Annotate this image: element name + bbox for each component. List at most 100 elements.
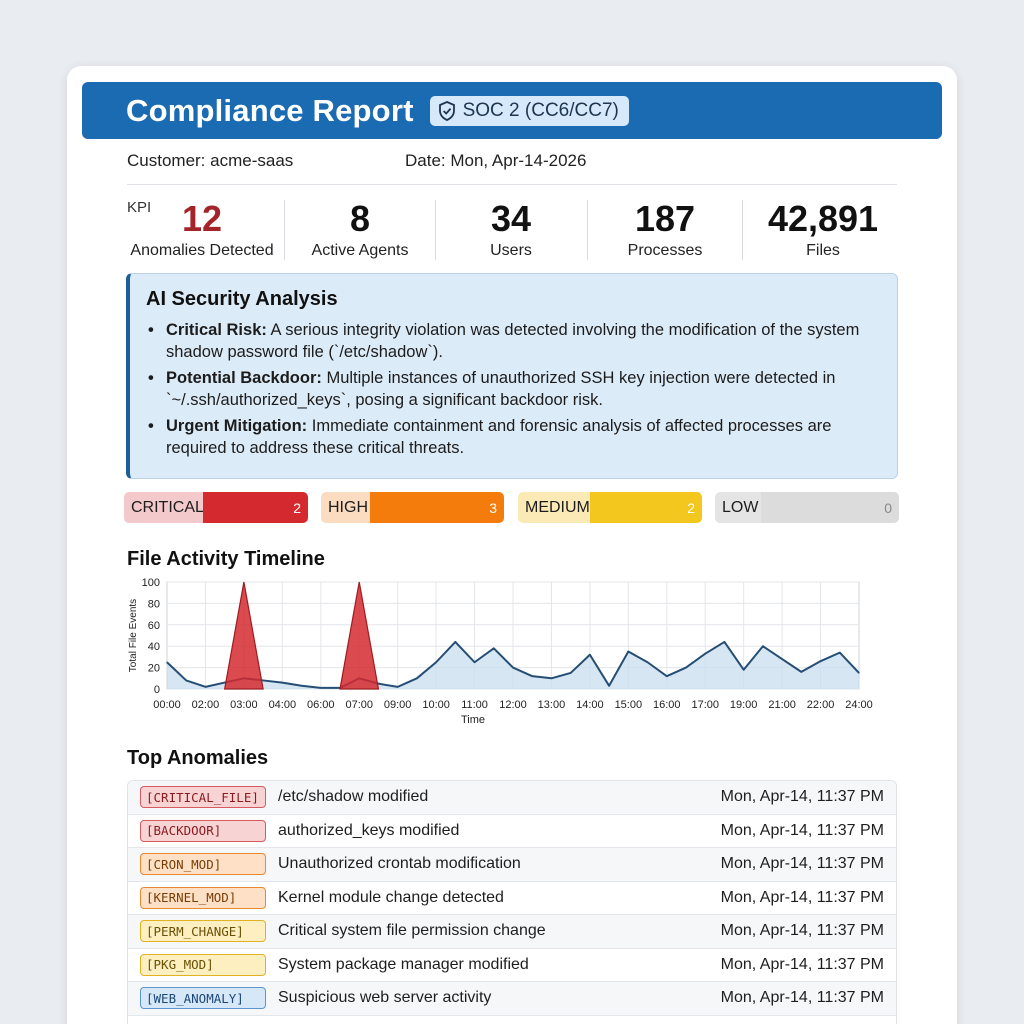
- y-tick-label: 100: [142, 577, 160, 589]
- kpi-value: 187: [634, 198, 696, 239]
- kpi-tag: KPI: [127, 199, 152, 216]
- data-point: [397, 686, 399, 688]
- x-tick-label: 02:00: [192, 699, 220, 711]
- divider: [127, 184, 897, 185]
- severity-high: HIGH 3: [321, 492, 504, 523]
- anomaly-tag: [WEB_ANOMALY]: [140, 987, 266, 1010]
- x-tick-label: 09:00: [384, 699, 412, 711]
- data-point: [473, 661, 476, 663]
- data-point: [743, 669, 745, 671]
- data-point: [819, 660, 822, 662]
- anomaly-description: Critical system file permission change: [278, 922, 546, 940]
- kpi-label: Anomalies Detected: [130, 242, 274, 259]
- x-tick-label: 06:00: [307, 699, 335, 711]
- kpi-label: Active Agents: [311, 242, 409, 259]
- anomaly-tag: [PERM_CHANGE]: [140, 920, 266, 943]
- customer-label: Customer: acme-saas: [127, 151, 294, 170]
- data-point: [281, 681, 283, 684]
- badge-label: SOC 2 (CC6/CC7): [462, 99, 619, 121]
- data-point: [858, 672, 860, 674]
- y-tick-label: 80: [148, 598, 160, 610]
- severity-low: LOW 0: [715, 492, 899, 523]
- kpi-agents: 8 Active Agents: [290, 198, 430, 262]
- report-title: Compliance Report: [126, 92, 414, 128]
- x-tick-label: 13:00: [538, 699, 566, 711]
- kpi-divider: [587, 200, 588, 260]
- finding-label: Critical Risk:: [166, 321, 267, 339]
- kpi-label: Users: [490, 242, 532, 259]
- data-point: [320, 687, 322, 689]
- ai-finding: Potential Backdoor: Multiple instances o…: [146, 367, 879, 411]
- anomaly-description: Suspicious web server activity: [278, 989, 492, 1007]
- kpi-processes: 187 Processes: [592, 198, 738, 262]
- report-header: Compliance Report SOC 2 (CC6/CC7): [82, 82, 942, 139]
- anomaly-description: Kernel module change detected: [278, 888, 504, 906]
- severity-count: 0: [761, 492, 899, 523]
- x-tick-label: 00:00: [153, 699, 181, 711]
- kpi-value: 8: [349, 198, 371, 239]
- x-tick-label: 03:00: [230, 699, 258, 711]
- x-tick-label: 14:00: [576, 699, 604, 711]
- severity-count: 2: [590, 492, 702, 523]
- data-point: [839, 652, 841, 654]
- x-tick-label: 17:00: [691, 699, 719, 711]
- x-axis-label: Time: [461, 714, 485, 726]
- data-point: [531, 675, 533, 677]
- data-point: [762, 645, 764, 647]
- anomaly-tag: [CRITICAL_FILE]: [140, 786, 266, 809]
- kpi-divider: [284, 200, 285, 260]
- x-tick-label: 11:00: [461, 699, 488, 711]
- kpi-label: Processes: [627, 242, 703, 259]
- table-row: [WEB_ANOMALY] Suspicious web server acti…: [128, 982, 896, 1016]
- data-point: [666, 675, 668, 677]
- y-tick-label: 60: [148, 620, 160, 632]
- data-point: [781, 658, 783, 660]
- kpi-value: 34: [490, 198, 532, 239]
- data-point: [435, 661, 437, 663]
- ai-analysis-title: AI Security Analysis: [146, 288, 338, 310]
- data-point: [627, 650, 629, 653]
- y-tick-label: 0: [154, 684, 160, 696]
- x-tick-label: 19:00: [730, 699, 758, 711]
- data-point: [646, 661, 649, 663]
- y-axis-label: Total File Events: [128, 599, 139, 672]
- anomaly-time: Mon, Apr-14, 11:37 PM: [720, 788, 884, 806]
- anomaly-time: Mon, Apr-14, 11:37 PM: [720, 922, 884, 940]
- table-row: [PERM_CHANGE] Critical system file permi…: [128, 915, 896, 949]
- x-tick-label: 24:00: [845, 699, 873, 711]
- data-point: [608, 685, 610, 687]
- anomaly-description: Unauthorized crontab modification: [278, 855, 521, 873]
- date-label: Date: Mon, Apr-14-2026: [405, 151, 587, 170]
- kpi-divider: [435, 200, 436, 260]
- severity-count: 2: [203, 492, 308, 523]
- data-point: [262, 679, 264, 682]
- data-point: [550, 677, 553, 679]
- table-row: [KERNEL_MOD] Kernel module change detect…: [128, 881, 896, 915]
- anomaly-tag: [BACKDOOR]: [140, 819, 266, 842]
- data-point: [454, 641, 456, 643]
- anomaly-description: System package manager modified: [278, 955, 529, 973]
- data-point: [589, 654, 591, 656]
- finding-text: Multiple instances of unauthorized SSH k…: [166, 369, 836, 409]
- data-point: [166, 661, 168, 663]
- anomaly-tag: [CRON_MOD]: [140, 853, 266, 876]
- x-tick-label: 16:00: [653, 699, 681, 711]
- table-row: [128, 1015, 896, 1024]
- finding-label: Urgent Mitigation:: [166, 417, 308, 435]
- severity-medium: MEDIUM 2: [518, 492, 702, 523]
- series-area: [167, 641, 859, 689]
- severity-name: MEDIUM: [518, 492, 590, 523]
- finding-text: Immediate containment and forensic analy…: [166, 417, 832, 457]
- anomaly-description: /etc/shadow modified: [278, 788, 429, 806]
- kpi-users: 34 Users: [440, 198, 582, 262]
- anomaly-tag: [KERNEL_MOD]: [140, 886, 266, 909]
- data-point: [224, 681, 226, 684]
- x-tick-label: 15:00: [615, 699, 643, 711]
- x-tick-label: 22:00: [807, 699, 835, 711]
- anomaly-time: Mon, Apr-14, 11:37 PM: [720, 888, 884, 906]
- data-point: [800, 671, 802, 673]
- data-point: [204, 686, 207, 688]
- kpi-value: 42,891: [767, 198, 879, 239]
- x-tick-label: 04:00: [269, 699, 297, 711]
- x-tick-label: 10:00: [422, 699, 450, 711]
